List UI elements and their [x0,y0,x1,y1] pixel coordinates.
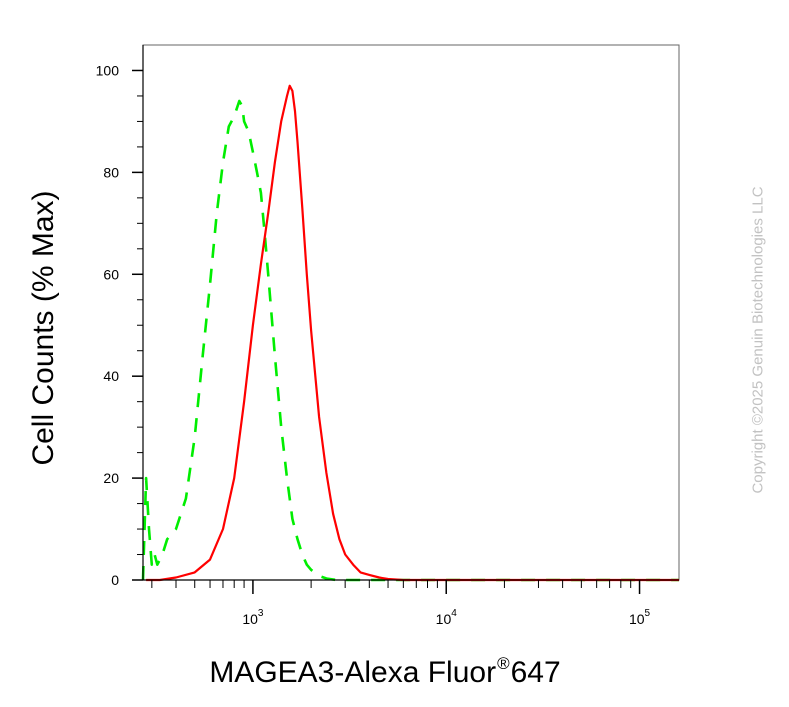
y-tick-label: 20 [103,470,119,486]
series-line-2 [141,99,679,582]
y-axis-title: Cell Counts (% Max) [27,190,60,466]
y-tick-label: 40 [103,368,119,384]
registered-mark: ® [497,654,510,673]
x-axis-title: MAGEA3-Alexa Fluor®647 [150,654,620,690]
y-tick-label: 80 [103,164,119,180]
series-line-1 [146,84,679,582]
y-tick-label: 60 [103,266,119,282]
x-tick-label: 105 [629,608,651,627]
plot-frame [142,44,680,581]
x-tick-label: 104 [436,608,458,627]
plot-series [141,84,679,582]
y-axis: 0 20 40 60 80 100 [96,45,144,588]
copyright-watermark: Copyright ©2025 Genuin Biotechnologies L… [749,186,767,494]
x-axis-title-text: MAGEA3-Alexa Fluor [209,656,497,689]
y-tick-label: 0 [111,572,119,588]
y-tick-label: 100 [96,62,120,78]
x-axis: 103 104 105 [143,579,679,627]
x-axis-title-suffix: 647 [510,656,561,689]
x-tick-label: 103 [242,608,264,627]
